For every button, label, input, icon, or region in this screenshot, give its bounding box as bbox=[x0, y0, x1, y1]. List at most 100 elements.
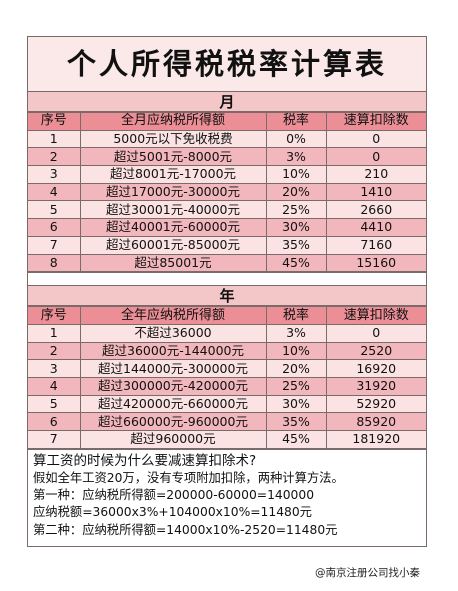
cell-rate: 0% bbox=[265, 129, 327, 149]
table-row: 4 超过17000元-30000元 20% 1410 bbox=[28, 182, 426, 202]
table-row: 7 超过960000元 45% 181920 bbox=[28, 430, 426, 449]
cell-no: 4 bbox=[28, 182, 81, 202]
table-header-row: 序号 全年应纳税所得额 税率 速算扣除数 bbox=[28, 306, 426, 325]
cell-range: 超过960000元 bbox=[79, 430, 267, 449]
header-rate: 税率 bbox=[265, 306, 327, 325]
table-row: 3 超过144000元-300000元 20% 16920 bbox=[28, 359, 426, 378]
cell-deduction: 2660 bbox=[325, 200, 426, 220]
cell-deduction: 210 bbox=[325, 165, 426, 184]
cell-range: 超过36000元-144000元 bbox=[79, 341, 267, 361]
section-divider bbox=[28, 272, 426, 287]
cell-range: 超过660000元-960000元 bbox=[79, 412, 267, 431]
cell-range: 超过8001元-17000元 bbox=[79, 165, 267, 184]
cell-rate: 25% bbox=[265, 200, 327, 220]
header-deduction: 速算扣除数 bbox=[325, 306, 426, 325]
table-row: 3 超过8001元-17000元 10% 210 bbox=[28, 165, 426, 184]
cell-rate: 45% bbox=[265, 430, 327, 449]
cell-deduction: 2520 bbox=[325, 341, 426, 361]
monthly-rate-table: 序号 全月应纳税所得额 税率 速算扣除数 1 5000元以下免收税费 0% 0 2 超过5… bbox=[28, 112, 426, 273]
monthly-section-title: 月 bbox=[28, 92, 426, 112]
cell-deduction: 15160 bbox=[325, 253, 426, 273]
cell-no: 5 bbox=[28, 200, 81, 220]
cell-rate: 20% bbox=[265, 182, 327, 202]
table-row: 4 超过300000元-420000元 25% 31920 bbox=[28, 376, 426, 396]
table-row: 8 超过85001元 45% 15160 bbox=[28, 253, 426, 273]
annual-section-title: 年 bbox=[28, 286, 426, 307]
calculation-notes: 算工资的时候为什么要减速算扣除术? 假如全年工资20万，没有专项附加扣除，两种计… bbox=[28, 448, 426, 546]
cell-no: 1 bbox=[28, 129, 81, 149]
annual-rows: 1 不超过36000 3% 0 2 超过36000元-144000元 10% 2520 3 超过1… bbox=[28, 323, 426, 449]
cell-deduction: 85920 bbox=[325, 412, 426, 431]
cell-range: 超过300000元-420000元 bbox=[79, 376, 267, 396]
cell-rate: 20% bbox=[265, 359, 327, 378]
cell-rate: 30% bbox=[265, 218, 327, 237]
annual-rate-table: 序号 全年应纳税所得额 税率 速算扣除数 1 不超过36000 3% 0 2 超过3600… bbox=[28, 306, 426, 449]
note-assumption: 假如全年工资20万，没有专项附加扣除，两种计算方法。 bbox=[33, 470, 344, 485]
table-row: 2 超过36000元-144000元 10% 2520 bbox=[28, 341, 426, 361]
cell-deduction: 1410 bbox=[325, 182, 426, 202]
cell-rate: 3% bbox=[265, 147, 327, 167]
cell-range: 超过60001元-85000元 bbox=[79, 235, 267, 255]
table-row: 5 超过30001元-40000元 25% 2660 bbox=[28, 200, 426, 220]
cell-rate: 25% bbox=[265, 376, 327, 396]
cell-no: 8 bbox=[28, 253, 81, 273]
cell-rate: 45% bbox=[265, 253, 327, 273]
tax-rate-sheet: 个人所得税税率计算表 月 序号 全月应纳税所得额 税率 速算扣除数 1 5000元… bbox=[27, 36, 427, 547]
cell-deduction: 0 bbox=[325, 323, 426, 343]
cell-no: 7 bbox=[28, 430, 81, 449]
table-row: 6 超过660000元-960000元 35% 85920 bbox=[28, 412, 426, 431]
cell-no: 3 bbox=[28, 359, 81, 378]
cell-no: 7 bbox=[28, 235, 81, 255]
table-row: 6 超过40001元-60000元 30% 4410 bbox=[28, 218, 426, 237]
cell-deduction: 31920 bbox=[325, 376, 426, 396]
header-no: 序号 bbox=[28, 306, 81, 325]
cell-deduction: 16920 bbox=[325, 359, 426, 378]
cell-range: 超过17000元-30000元 bbox=[79, 182, 267, 202]
cell-range: 超过420000元-660000元 bbox=[79, 394, 267, 414]
cell-rate: 30% bbox=[265, 394, 327, 414]
cell-range: 不超过36000 bbox=[79, 323, 267, 343]
cell-deduction: 0 bbox=[325, 147, 426, 167]
cell-rate: 10% bbox=[265, 165, 327, 184]
table-row: 7 超过60001元-85000元 35% 7160 bbox=[28, 235, 426, 255]
cell-deduction: 4410 bbox=[325, 218, 426, 237]
cell-range: 超过144000元-300000元 bbox=[79, 359, 267, 378]
cell-no: 1 bbox=[28, 323, 81, 343]
cell-no: 6 bbox=[28, 412, 81, 431]
cell-no: 4 bbox=[28, 376, 81, 396]
page-title: 个人所得税税率计算表 bbox=[28, 37, 426, 92]
cell-rate: 35% bbox=[265, 412, 327, 431]
table-row: 2 超过5001元-8000元 3% 0 bbox=[28, 147, 426, 167]
header-deduction: 速算扣除数 bbox=[325, 112, 426, 131]
cell-range: 超过40001元-60000元 bbox=[79, 218, 267, 237]
note-method-one-result: 应纳税额=36000x3%+104000x10%=11480元 bbox=[33, 505, 312, 520]
header-rate: 税率 bbox=[265, 112, 327, 131]
cell-range: 5000元以下免收税费 bbox=[79, 129, 267, 149]
table-row: 5 超过420000元-660000元 30% 52920 bbox=[28, 394, 426, 414]
cell-no: 2 bbox=[28, 341, 81, 361]
cell-no: 3 bbox=[28, 165, 81, 184]
table-row: 1 5000元以下免收税费 0% 0 bbox=[28, 129, 426, 149]
cell-no: 6 bbox=[28, 218, 81, 237]
table-header-row: 序号 全月应纳税所得额 税率 速算扣除数 bbox=[28, 112, 426, 131]
monthly-rows: 1 5000元以下免收税费 0% 0 2 超过5001元-8000元 3% 0 3 超过8001元… bbox=[28, 129, 426, 273]
cell-deduction: 0 bbox=[325, 129, 426, 149]
watermark: @南京注册公司找小秦 bbox=[315, 567, 420, 579]
note-question: 算工资的时候为什么要减速算扣除术? bbox=[33, 452, 257, 469]
cell-no: 5 bbox=[28, 394, 81, 414]
cell-rate: 10% bbox=[265, 341, 327, 361]
cell-range: 超过5001元-8000元 bbox=[79, 147, 267, 167]
table-row: 1 不超过36000 3% 0 bbox=[28, 323, 426, 343]
header-range: 全年应纳税所得额 bbox=[79, 306, 267, 325]
header-no: 序号 bbox=[28, 112, 81, 131]
cell-rate: 35% bbox=[265, 235, 327, 255]
cell-deduction: 7160 bbox=[325, 235, 426, 255]
cell-range: 超过85001元 bbox=[79, 253, 267, 273]
cell-no: 2 bbox=[28, 147, 81, 167]
cell-deduction: 181920 bbox=[325, 430, 426, 449]
cell-range: 超过30001元-40000元 bbox=[79, 200, 267, 220]
note-method-two: 第二种：应纳税所得额=14000x10%-2520=11480元 bbox=[33, 522, 338, 537]
note-method-one: 第一种：应纳税所得额=200000-60000=140000 bbox=[33, 488, 315, 503]
header-range: 全月应纳税所得额 bbox=[79, 112, 267, 131]
cell-deduction: 52920 bbox=[325, 394, 426, 414]
